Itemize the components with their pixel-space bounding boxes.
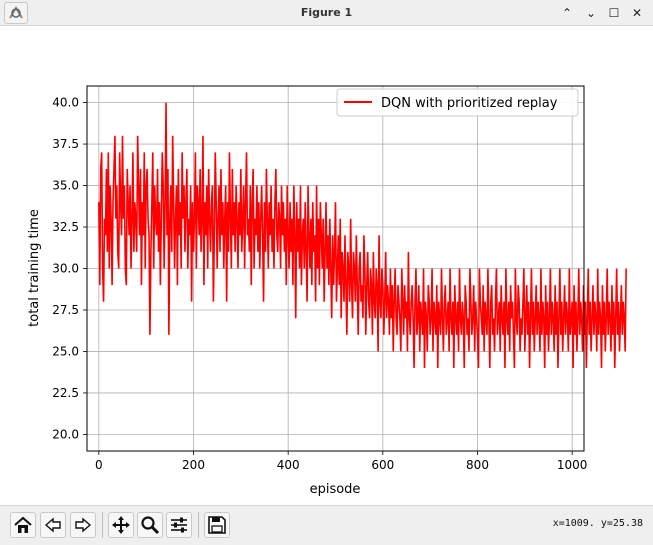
forward-button[interactable] xyxy=(70,512,96,538)
x-axis-ticks: 0 200 400 600 800 1000 xyxy=(95,451,587,472)
sliders-icon xyxy=(171,517,187,533)
x-tick-label: 800 xyxy=(466,458,489,472)
navigation-toolbar: x=1009. y=25.38 xyxy=(0,505,653,545)
back-button[interactable] xyxy=(40,512,66,538)
x-tick-label: 0 xyxy=(95,458,103,472)
x-tick-label: 600 xyxy=(371,458,394,472)
y-tick-label: 40.0 xyxy=(52,96,79,110)
y-tick-label: 25.0 xyxy=(52,344,79,358)
x-tick-label: 200 xyxy=(182,458,205,472)
home-icon xyxy=(14,516,32,533)
y-axis-ticks: 20.0 22.5 25.0 27.5 30.0 32.5 35.0 37.5 40.0 xyxy=(52,96,87,441)
maximize-button[interactable]: ☐ xyxy=(608,6,620,20)
right-arrow-icon xyxy=(75,517,92,533)
save-button[interactable] xyxy=(204,512,230,538)
x-tick-label: 400 xyxy=(277,458,300,472)
y-tick-label: 22.5 xyxy=(52,386,79,400)
close-button[interactable]: ✕ xyxy=(631,6,643,20)
magnifier-icon xyxy=(141,516,160,535)
legend-box xyxy=(336,88,579,117)
toolbar-separator xyxy=(198,512,199,538)
home-button[interactable] xyxy=(10,512,36,538)
move-icon xyxy=(112,516,130,534)
y-axis-label: total training time xyxy=(27,209,42,327)
figure-canvas[interactable]: 0 200 400 600 800 1000 20.0 22.5 25.0 27.5 30.0 32… xyxy=(0,26,653,505)
zoom-button[interactable] xyxy=(137,512,163,538)
legend: DQN with prioritized replay xyxy=(336,88,579,117)
legend-label: DQN with prioritized replay xyxy=(381,96,558,111)
matplotlib-app-icon xyxy=(4,2,28,24)
y-tick-label: 35.0 xyxy=(52,179,79,193)
window-title: Figure 1 xyxy=(300,6,353,19)
x-tick-label: 1000 xyxy=(557,458,588,472)
window-titlebar: Figure 1 ⌃ ⌄ ☐ ✕ xyxy=(0,0,653,26)
configure-subplots-button[interactable] xyxy=(166,512,192,538)
y-tick-label: 37.5 xyxy=(52,137,79,151)
cursor-coordinates: x=1009. y=25.38 xyxy=(552,518,643,529)
collapse-button[interactable]: ⌃ xyxy=(561,6,573,20)
series-line xyxy=(98,102,627,369)
toolbar-separator xyxy=(102,512,103,538)
y-tick-label: 32.5 xyxy=(52,220,79,234)
y-tick-label: 27.5 xyxy=(52,303,79,317)
floppy-icon xyxy=(208,516,226,534)
series-layer xyxy=(98,102,627,369)
pan-button[interactable] xyxy=(108,512,134,538)
y-tick-label: 20.0 xyxy=(52,427,79,441)
minimize-button[interactable]: ⌄ xyxy=(585,6,597,20)
left-arrow-icon xyxy=(44,517,61,533)
x-axis-label: episode xyxy=(310,482,361,497)
y-tick-label: 30.0 xyxy=(52,262,79,276)
